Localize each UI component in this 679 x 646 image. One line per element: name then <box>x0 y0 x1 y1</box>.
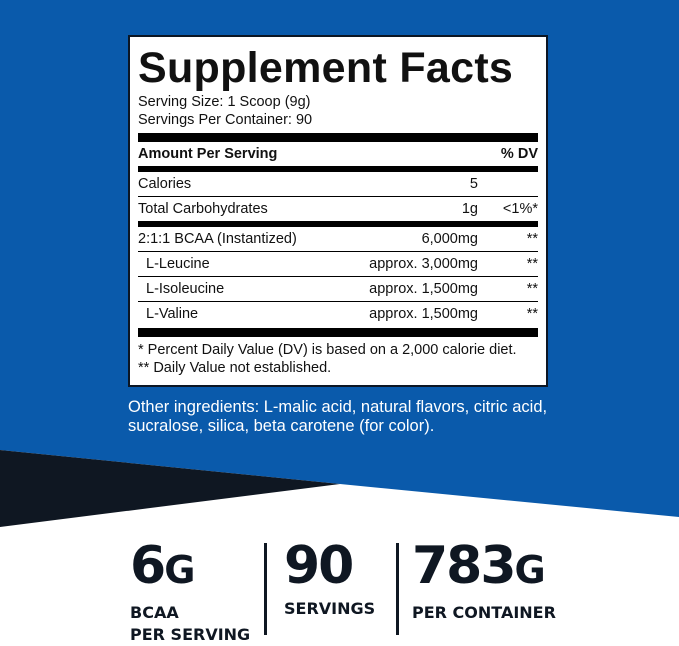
row-name: L-Valine <box>146 306 199 322</box>
fact-row: Calories 5 <box>138 172 538 196</box>
divider <box>138 301 538 302</box>
amount-header: Amount Per Serving <box>138 146 278 162</box>
stat-divider <box>396 543 399 635</box>
fact-row: L-Valine approx. 1,500mg ** <box>138 302 538 326</box>
divider <box>138 221 538 227</box>
row-amount: approx. 1,500mg <box>369 281 478 297</box>
facts-title: Supplement Facts <box>138 44 514 92</box>
divider <box>138 276 538 277</box>
stat-label: PER SERVING <box>130 625 251 644</box>
row-dv: ** <box>526 256 538 272</box>
divider <box>138 328 538 337</box>
stat-unit: G <box>514 548 546 592</box>
fact-row: L-Isoleucine approx. 1,500mg ** <box>138 277 538 301</box>
servings-per-container: Servings Per Container: 90 <box>138 112 313 128</box>
row-name: 2:1:1 BCAA (Instantized) <box>138 231 297 247</box>
stat-label: SERVINGS <box>284 599 376 618</box>
row-name: L-Isoleucine <box>146 281 225 297</box>
row-dv: ** <box>526 231 538 247</box>
stat-value: 783 <box>412 536 517 596</box>
serving-size: Serving Size: 1 Scoop (9g) <box>138 94 311 110</box>
stat-container: 783G PER CONTAINER <box>412 538 556 624</box>
fact-row: 2:1:1 BCAA (Instantized) 6,000mg ** <box>138 227 538 251</box>
row-dv: ** <box>526 306 538 322</box>
stat-unit: G <box>164 548 195 592</box>
row-dv: ** <box>526 281 538 297</box>
stat-divider <box>264 543 267 635</box>
navy-wedge <box>0 450 340 527</box>
supplement-facts-panel: Supplement Facts Serving Size: 1 Scoop (… <box>128 35 548 387</box>
stat-value: 6 <box>130 536 166 596</box>
stat-servings: 90 SERVINGS <box>284 538 375 620</box>
row-name: L-Leucine <box>146 256 210 272</box>
divider <box>138 133 538 142</box>
stat-label: PER CONTAINER <box>412 603 556 622</box>
stat-value: 90 <box>284 536 354 596</box>
header-row: Amount Per Serving % DV <box>138 142 538 166</box>
row-amount: 1g <box>461 201 478 217</box>
row-amount: approx. 1,500mg <box>369 306 478 322</box>
row-name: Calories <box>138 176 192 192</box>
divider <box>138 166 538 172</box>
footnote-not-established: ** Daily Value not established. <box>138 360 332 376</box>
row-amount: approx. 3,000mg <box>369 256 478 272</box>
divider <box>138 251 538 252</box>
footnote-dv: * Percent Daily Value (DV) is based on a… <box>138 342 517 358</box>
row-amount: 5 <box>469 176 478 192</box>
fact-row: L-Leucine approx. 3,000mg ** <box>138 252 538 276</box>
stat-bcaa: 6G BCAA PER SERVING <box>130 538 250 646</box>
other-ingredients: Other ingredients: L-malic acid, natural… <box>128 398 548 435</box>
row-amount: 6,000mg <box>421 231 478 247</box>
stat-label: BCAA <box>130 603 179 622</box>
dv-header: % DV <box>500 146 538 162</box>
divider <box>138 196 538 197</box>
row-dv: <1%* <box>502 201 538 217</box>
row-name: Total Carbohydrates <box>138 201 268 217</box>
fact-row: Total Carbohydrates 1g <1%* <box>138 197 538 221</box>
